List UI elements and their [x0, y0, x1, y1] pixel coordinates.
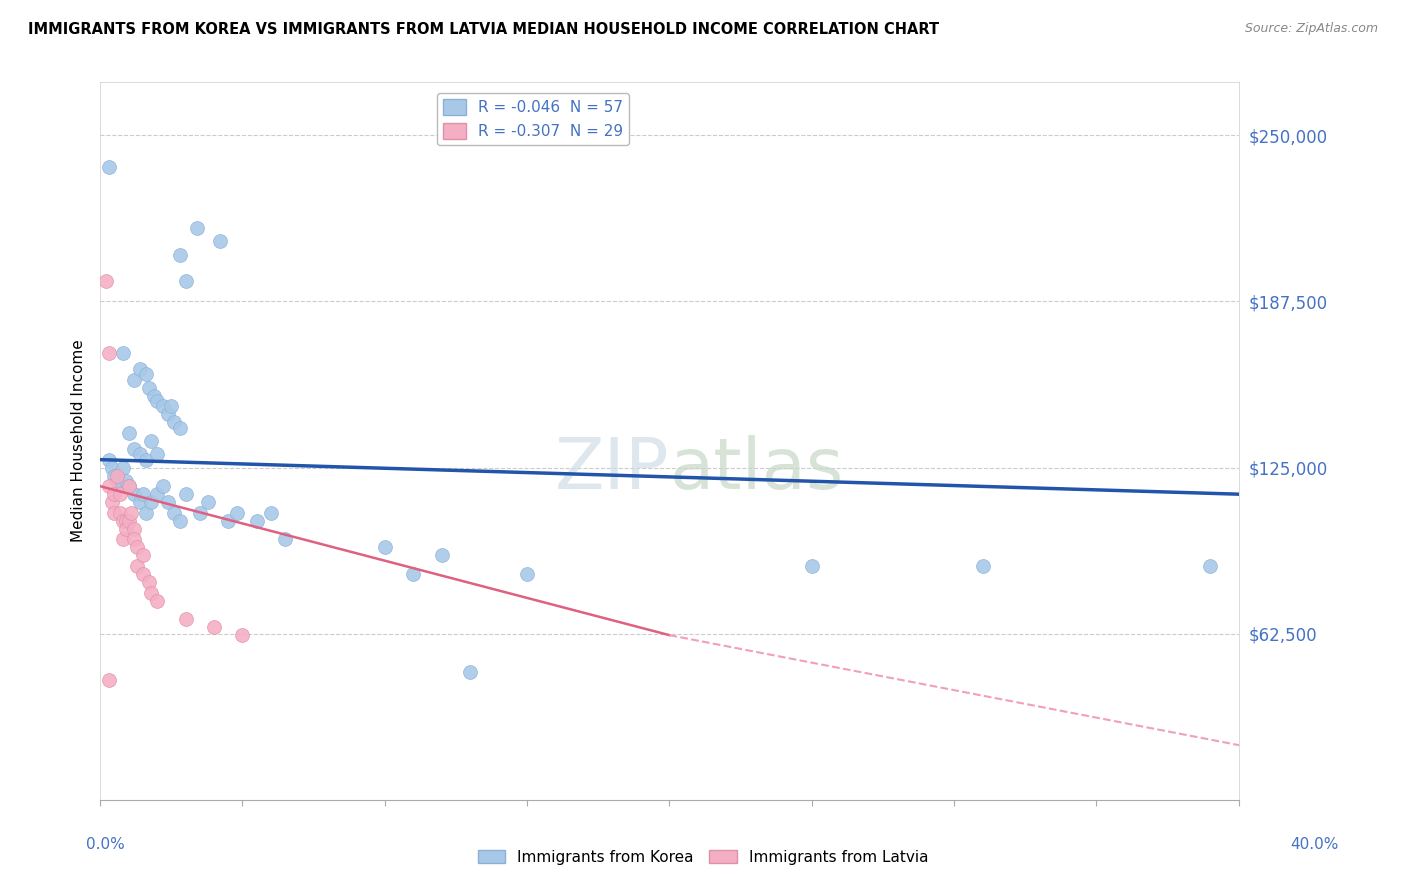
Point: [117, 514, 139, 528]
Point: [157, 408, 180, 422]
Point: [103, 468, 125, 483]
Point: [169, 248, 191, 262]
Point: [124, 533, 146, 547]
Point: [174, 487, 197, 501]
Point: [105, 474, 128, 488]
Point: [186, 221, 208, 235]
Text: 0.0%: 0.0%: [86, 837, 125, 852]
Point: [374, 541, 396, 555]
Point: [105, 468, 128, 483]
Point: [97, 160, 120, 174]
Point: [117, 479, 139, 493]
Point: [124, 487, 146, 501]
Point: [108, 479, 131, 493]
Point: [160, 400, 183, 414]
Point: [135, 368, 157, 382]
Point: [246, 514, 269, 528]
Point: [114, 474, 136, 488]
Point: [152, 479, 174, 493]
Point: [430, 549, 453, 563]
Point: [103, 506, 125, 520]
Point: [97, 479, 120, 493]
Text: Source: ZipAtlas.com: Source: ZipAtlas.com: [1244, 22, 1378, 36]
Y-axis label: Median Household Income: Median Household Income: [72, 340, 86, 542]
Legend: R = -0.046  N = 57, R = -0.307  N = 29: R = -0.046 N = 57, R = -0.307 N = 29: [437, 93, 628, 145]
Point: [120, 506, 142, 520]
Point: [163, 416, 186, 430]
Text: IMMIGRANTS FROM KOREA VS IMMIGRANTS FROM LATVIA MEDIAN HOUSEHOLD INCOME CORRELAT: IMMIGRANTS FROM KOREA VS IMMIGRANTS FROM…: [28, 22, 939, 37]
Point: [124, 522, 146, 536]
Point: [132, 566, 155, 581]
Point: [169, 420, 191, 434]
Point: [114, 514, 136, 528]
Point: [111, 533, 134, 547]
Point: [97, 452, 120, 467]
Point: [111, 514, 134, 528]
Point: [188, 506, 211, 520]
Point: [124, 442, 146, 456]
Point: [217, 514, 239, 528]
Point: [124, 373, 146, 387]
Point: [163, 506, 186, 520]
Point: [225, 506, 247, 520]
Point: [108, 487, 131, 501]
Point: [146, 394, 169, 409]
Point: [94, 274, 117, 288]
Point: [146, 487, 169, 501]
Text: atlas: atlas: [669, 435, 844, 504]
Point: [157, 495, 180, 509]
Point: [108, 506, 131, 520]
Point: [135, 506, 157, 520]
Point: [132, 487, 155, 501]
Point: [146, 447, 169, 461]
Legend: Immigrants from Korea, Immigrants from Latvia: Immigrants from Korea, Immigrants from L…: [471, 844, 935, 871]
Point: [100, 495, 122, 509]
Point: [129, 447, 152, 461]
Point: [516, 566, 538, 581]
Text: ZIP: ZIP: [555, 435, 669, 504]
Point: [274, 533, 297, 547]
Point: [174, 274, 197, 288]
Point: [129, 362, 152, 376]
Point: [103, 487, 125, 501]
Point: [143, 389, 166, 403]
Point: [174, 612, 197, 626]
Point: [972, 559, 994, 574]
Point: [402, 566, 425, 581]
Point: [141, 495, 163, 509]
Point: [231, 628, 253, 642]
Point: [208, 235, 231, 249]
Point: [114, 522, 136, 536]
Point: [458, 665, 481, 680]
Point: [111, 460, 134, 475]
Point: [202, 620, 225, 634]
Point: [152, 400, 174, 414]
Point: [197, 495, 219, 509]
Point: [127, 559, 149, 574]
Point: [146, 593, 169, 607]
Point: [138, 381, 160, 395]
Point: [141, 585, 163, 599]
Point: [97, 673, 120, 688]
Point: [117, 425, 139, 440]
Point: [129, 495, 152, 509]
Point: [117, 479, 139, 493]
Point: [1199, 559, 1222, 574]
Point: [138, 574, 160, 589]
Point: [800, 559, 823, 574]
Point: [127, 541, 149, 555]
Point: [260, 506, 283, 520]
Point: [135, 452, 157, 467]
Point: [97, 346, 120, 360]
Point: [100, 460, 122, 475]
Point: [132, 549, 155, 563]
Point: [111, 346, 134, 360]
Point: [169, 514, 191, 528]
Text: 40.0%: 40.0%: [1291, 837, 1339, 852]
Point: [141, 434, 163, 448]
